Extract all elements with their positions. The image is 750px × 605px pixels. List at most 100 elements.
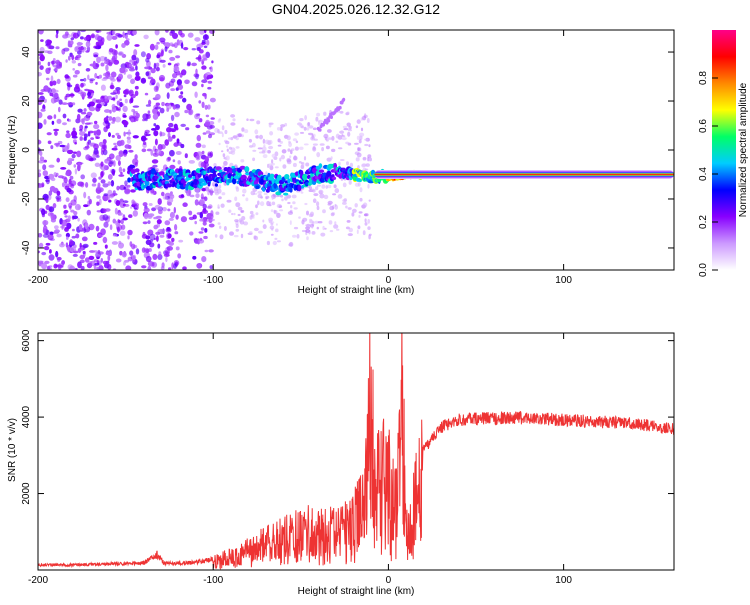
haze-blob (312, 127, 317, 131)
noise-blob (49, 185, 56, 192)
haze-blob (348, 180, 352, 185)
noise-blob (161, 50, 164, 57)
noise-blob (38, 92, 44, 95)
noise-blob (178, 94, 184, 99)
noise-blob (122, 115, 127, 118)
noise-blob (201, 39, 206, 44)
signal-blob (276, 177, 283, 181)
noise-blob (160, 144, 166, 150)
noise-blob (196, 263, 202, 269)
noise-blob (141, 135, 147, 142)
noise-blob (107, 181, 112, 186)
noise-blob (59, 144, 66, 148)
haze-blob (354, 142, 359, 145)
noise-blob (131, 254, 137, 260)
noise-blob (87, 74, 90, 80)
haze-blob (362, 202, 368, 208)
haze-blob (218, 131, 223, 134)
haze-blob (298, 161, 302, 164)
noise-blob (142, 231, 146, 236)
noise-blob (161, 101, 165, 107)
haze-blob (242, 194, 245, 197)
noise-blob (188, 210, 193, 216)
haze-blob (357, 147, 360, 152)
noise-blob (85, 50, 90, 53)
noise-blob (142, 221, 148, 225)
haze-blob (339, 110, 344, 114)
noise-blob (102, 183, 109, 188)
noise-blob (77, 217, 80, 222)
noise-blob (195, 113, 199, 117)
noise-blob (77, 261, 82, 269)
haze-blob (311, 188, 315, 192)
noise-blob (48, 190, 53, 196)
noise-blob (104, 56, 108, 62)
signal-blob (165, 183, 173, 188)
noise-blob (79, 136, 83, 141)
noise-blob (167, 156, 171, 161)
noise-blob (147, 76, 153, 80)
noise-blob (150, 149, 154, 156)
noise-blob (172, 32, 178, 40)
noise-blob (93, 143, 99, 150)
noise-blob (142, 202, 148, 207)
haze-blob (263, 192, 268, 196)
noise-blob (154, 204, 161, 210)
noise-blob (56, 197, 60, 202)
noise-blob (83, 136, 87, 141)
haze-blob (274, 166, 279, 169)
noise-blob (119, 98, 122, 102)
haze-blob (319, 193, 325, 199)
noise-blob (168, 197, 174, 203)
noise-blob (43, 50, 50, 53)
noise-blob (152, 108, 159, 115)
haze-blob (271, 195, 274, 201)
noise-blob (168, 122, 174, 128)
haze-blob (269, 131, 274, 136)
noise-blob (151, 262, 155, 267)
haze-blob (275, 223, 278, 226)
noise-blob (119, 67, 126, 74)
noise-blob (132, 201, 137, 206)
noise-blob (202, 221, 207, 226)
noise-blob (175, 55, 181, 59)
noise-blob (200, 161, 206, 168)
noise-blob (82, 250, 86, 255)
noise-blob (117, 160, 121, 167)
haze-blob (266, 200, 270, 207)
haze-blob (365, 163, 370, 167)
noise-blob (210, 117, 215, 120)
noise-blob (69, 239, 74, 246)
noise-blob (52, 64, 58, 68)
noise-blob (151, 82, 155, 86)
haze-blob (342, 201, 347, 205)
haze-blob (253, 227, 259, 232)
haze-blob (341, 137, 347, 141)
spectrogram-xlabel: Height of straight line (km) (298, 285, 415, 296)
noise-blob (122, 120, 129, 126)
haze-blob (230, 150, 236, 155)
haze-blob (227, 137, 233, 140)
haze-blob (303, 156, 307, 161)
noise-blob (174, 127, 179, 131)
noise-blob (122, 168, 126, 173)
noise-blob (184, 79, 190, 85)
noise-blob (117, 212, 123, 216)
noise-blob (164, 42, 171, 48)
haze-blob (367, 183, 370, 189)
noise-blob (187, 108, 194, 116)
signal-blob (232, 177, 237, 185)
haze-blob (219, 225, 222, 229)
noise-blob (96, 266, 99, 270)
haze-blob (345, 226, 350, 230)
haze-blob (282, 164, 287, 169)
noise-blob (122, 31, 125, 39)
noise-blob (42, 233, 49, 238)
noise-blob (114, 116, 122, 123)
haze-blob (340, 130, 344, 135)
haze-blob (262, 154, 268, 159)
signal-blob (130, 169, 136, 174)
noise-blob (170, 114, 175, 122)
noise-blob (113, 142, 117, 146)
noise-blob (153, 123, 157, 127)
